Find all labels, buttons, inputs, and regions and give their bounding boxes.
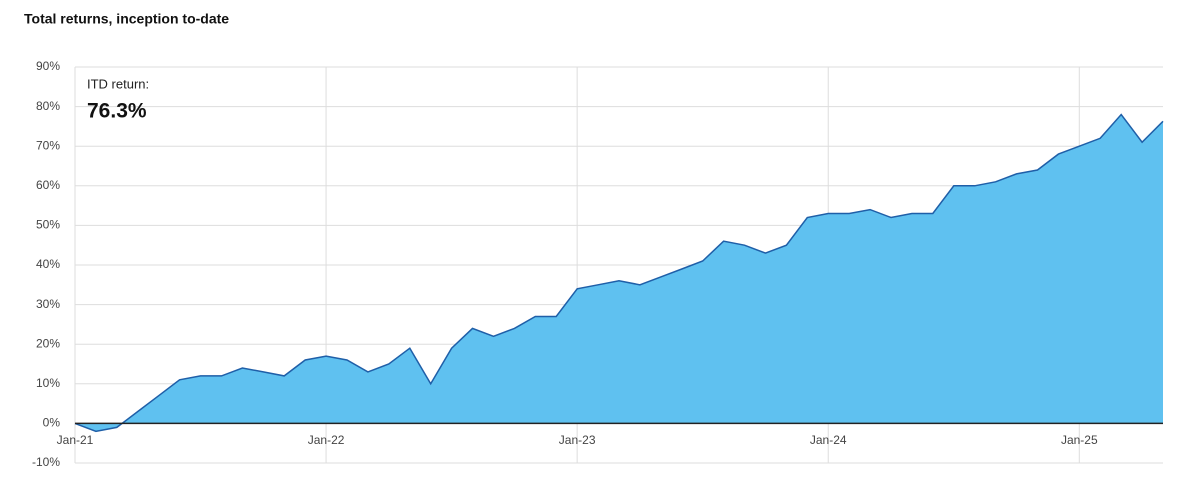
y-tick-label: 60% (36, 178, 60, 192)
y-tick-label: 20% (36, 336, 60, 350)
y-tick-label: 50% (36, 218, 60, 232)
x-tick-label: Jan-25 (1061, 433, 1098, 447)
y-tick-label: 10% (36, 376, 60, 390)
x-tick-label: Jan-24 (810, 433, 847, 447)
annotation-label: ITD return: (87, 76, 149, 91)
y-tick-label: 40% (36, 257, 60, 271)
chart-title: Total returns, inception to-date (24, 11, 229, 27)
y-tick-label: 80% (36, 99, 60, 113)
x-tick-label: Jan-23 (559, 433, 596, 447)
x-tick-label: Jan-22 (308, 433, 345, 447)
y-tick-label: 0% (43, 416, 61, 430)
y-tick-label: 90% (36, 59, 60, 73)
area (75, 114, 1163, 432)
annotation-value: 76.3% (87, 100, 147, 123)
plot-area: -10% 0% 10% 20% 30% 40% 50% 60% 70% 80% 90% Jan-21 J… (32, 59, 1164, 469)
x-tick-label: Jan-21 (57, 433, 94, 447)
y-tick-label: 70% (36, 138, 60, 152)
line (74, 113, 1164, 433)
y-tick-label: -10% (32, 455, 60, 469)
y-tick-label: 30% (36, 297, 60, 311)
